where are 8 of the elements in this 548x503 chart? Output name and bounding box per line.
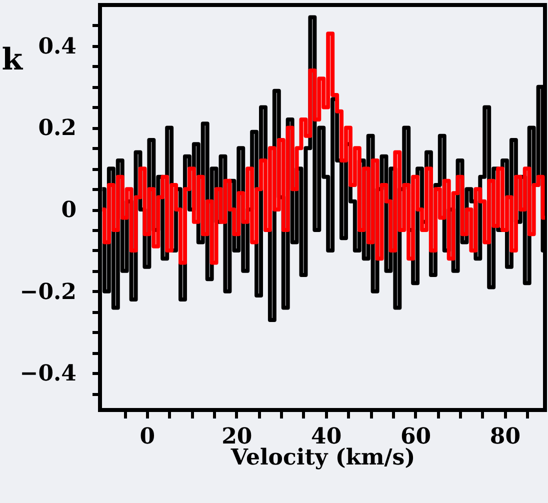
- x-tick-label: 0: [140, 424, 156, 450]
- y-tick-label: 0.2: [38, 115, 76, 142]
- y-tick-label: −0.2: [20, 278, 76, 305]
- y-tick-label: 0: [61, 197, 76, 224]
- y-tick-label: −0.4: [20, 360, 76, 387]
- y-axis-title: k: [2, 42, 24, 78]
- y-tick-label: 0.4: [38, 33, 76, 60]
- x-tick-label: 80: [490, 424, 521, 450]
